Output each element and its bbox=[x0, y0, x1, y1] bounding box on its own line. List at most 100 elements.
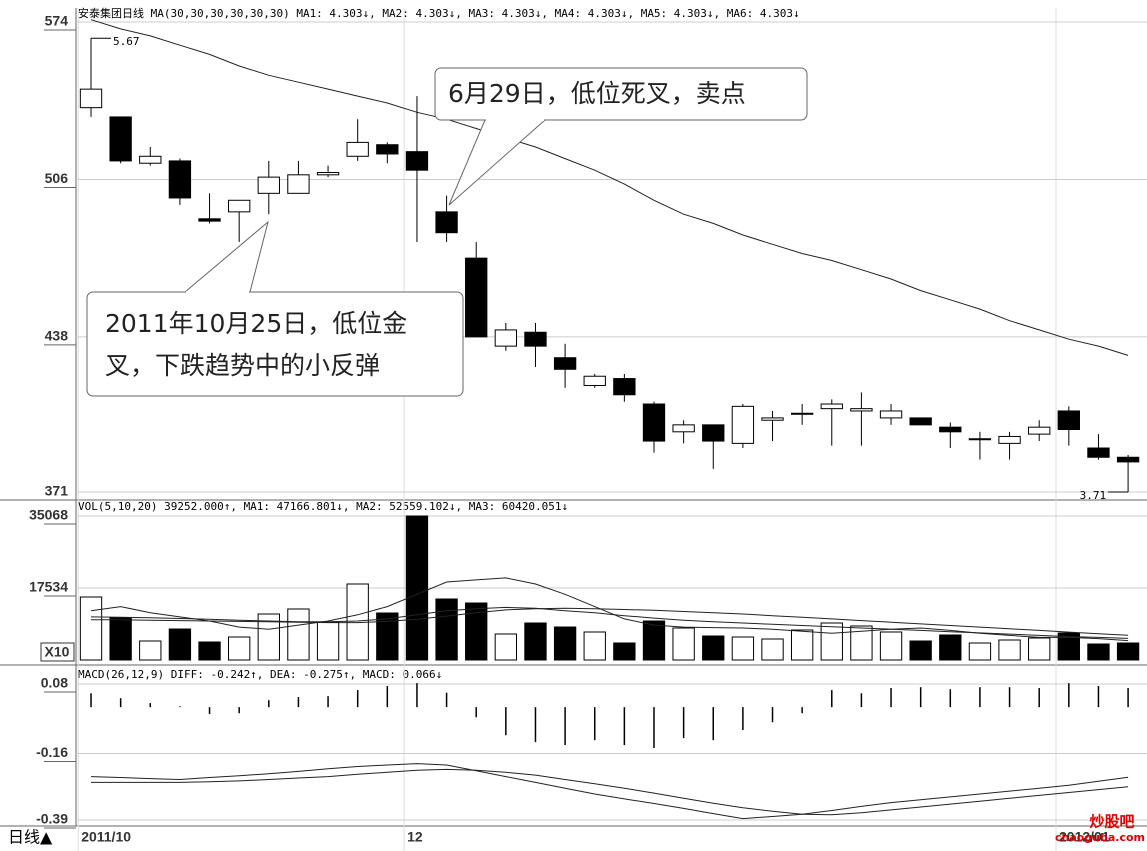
volume-bar bbox=[1116, 642, 1140, 661]
y-tick-label: -0.16 bbox=[36, 744, 68, 760]
volume-bar bbox=[998, 639, 1021, 661]
volume-header: VOL(5,10,20) 39252.000↑, MA1: 47166.801↓… bbox=[78, 500, 568, 513]
candle-body bbox=[168, 160, 192, 199]
candle-body bbox=[642, 403, 666, 442]
volume-bar bbox=[435, 598, 458, 661]
volume-ma-line bbox=[91, 607, 1129, 636]
candle-body bbox=[524, 331, 547, 347]
y-tick-label: 574 bbox=[45, 13, 69, 29]
volume-bar bbox=[524, 622, 547, 661]
candle-body bbox=[761, 417, 784, 421]
candle-body bbox=[465, 257, 488, 338]
watermark-site: chaoguba.com bbox=[1055, 831, 1145, 844]
x-tick-label: 2011/10 bbox=[81, 829, 131, 845]
volume-bar bbox=[553, 626, 577, 661]
volume-bar bbox=[790, 629, 814, 661]
callout-text: 叉，下跌趋势中的小反弹 bbox=[105, 351, 380, 380]
candle-body bbox=[1087, 447, 1110, 458]
dea-line bbox=[91, 768, 1129, 816]
candle-body bbox=[702, 424, 725, 442]
candle-body bbox=[198, 218, 221, 222]
volume-bar bbox=[494, 633, 518, 661]
volume-bar bbox=[820, 622, 843, 661]
diff-line bbox=[90, 763, 1129, 820]
candle-body bbox=[79, 88, 103, 109]
extreme-label: 3.71 bbox=[1080, 489, 1107, 502]
volume-bar bbox=[642, 620, 666, 661]
volume-unit: X10 bbox=[45, 644, 70, 660]
candle-body bbox=[435, 211, 458, 234]
candle-body bbox=[494, 329, 518, 347]
volume-bar bbox=[287, 608, 310, 661]
volume-bar bbox=[1087, 643, 1110, 661]
ma-line bbox=[90, 19, 1129, 356]
price-header: 安泰集团日线 MA(30,30,30,30,30,30) MA1: 4.303↓… bbox=[78, 6, 800, 20]
candle-body bbox=[1116, 456, 1140, 463]
volume-bar bbox=[376, 612, 399, 661]
callout-buy: 2011年10月25日，低位金 叉，下跌趋势中的小反弹 bbox=[86, 220, 464, 397]
period-label: 日线▲ bbox=[8, 828, 53, 847]
callout-sell: 6月29日，低位死叉，卖点 bbox=[434, 67, 808, 206]
volume-bar bbox=[583, 631, 606, 661]
candle-body bbox=[613, 378, 636, 396]
candle-body bbox=[909, 417, 932, 426]
candle-body bbox=[376, 144, 399, 155]
extreme-label: 5.67 bbox=[113, 35, 140, 48]
volume-bar bbox=[1028, 637, 1051, 661]
volume-bar bbox=[613, 642, 636, 661]
candle-body bbox=[405, 151, 429, 171]
candle-body bbox=[672, 424, 695, 433]
volume-bar bbox=[139, 640, 162, 661]
candle-body bbox=[228, 199, 251, 213]
volume-bar bbox=[761, 638, 784, 661]
candle-body bbox=[553, 357, 577, 370]
candle-body bbox=[968, 438, 992, 441]
volume-bar bbox=[198, 641, 221, 661]
y-tick-label: 506 bbox=[45, 170, 69, 186]
volume-bar bbox=[672, 627, 695, 661]
volume-bar bbox=[909, 640, 932, 661]
volume-bar bbox=[968, 642, 992, 661]
macd-header: MACD(26,12,9) DIFF: -0.242↑, DEA: -0.275… bbox=[78, 668, 442, 681]
candle-body bbox=[731, 405, 755, 444]
candle-body bbox=[790, 412, 814, 415]
volume-bar bbox=[879, 631, 903, 661]
y-tick-label: 35068 bbox=[29, 507, 68, 523]
volume-bar bbox=[79, 596, 103, 661]
volume-bar bbox=[316, 621, 340, 661]
callout-text: 2011年10月25日，低位金 bbox=[105, 309, 407, 338]
volume-bar bbox=[109, 617, 132, 661]
callout-box bbox=[434, 67, 808, 121]
volume-bar bbox=[731, 636, 755, 661]
candle-body bbox=[346, 141, 369, 157]
candle-body bbox=[879, 410, 903, 419]
volume-bar bbox=[465, 602, 488, 661]
callout-box bbox=[86, 291, 464, 397]
candle-body bbox=[287, 174, 310, 194]
frame bbox=[0, 8, 1147, 827]
candle-body bbox=[583, 375, 606, 386]
y-tick-label: -0.39 bbox=[36, 811, 68, 827]
candle-body bbox=[939, 426, 962, 433]
y-tick-label: 371 bbox=[45, 483, 69, 499]
candle-body bbox=[1028, 426, 1051, 435]
x-tick-label: 12 bbox=[407, 829, 423, 845]
volume-bar bbox=[939, 634, 962, 661]
watermark-brand: 炒股吧 bbox=[1089, 813, 1134, 831]
volume-bar bbox=[257, 613, 280, 661]
callout-text: 6月29日，低位死叉，卖点 bbox=[448, 79, 746, 108]
unit-box bbox=[40, 642, 75, 662]
candle-body bbox=[257, 176, 280, 194]
candle-body bbox=[316, 171, 340, 176]
volume-bar bbox=[228, 636, 251, 661]
candle-body bbox=[1057, 410, 1080, 430]
volume-bar bbox=[850, 625, 873, 661]
candle-body bbox=[820, 403, 843, 410]
volume-ma-line bbox=[90, 606, 1129, 639]
volume-bar bbox=[702, 635, 725, 661]
volume-ma-line bbox=[90, 577, 1129, 642]
volume-bar bbox=[405, 515, 429, 661]
candle-body bbox=[139, 155, 162, 164]
